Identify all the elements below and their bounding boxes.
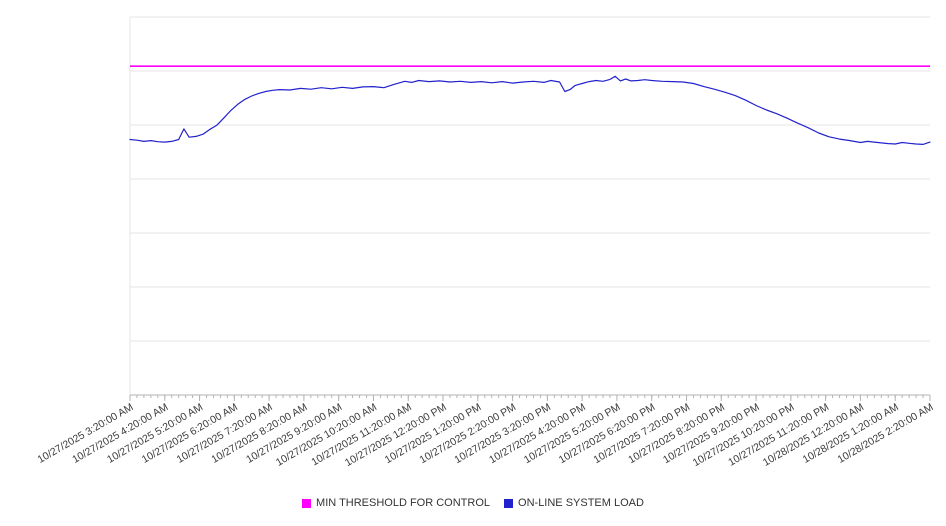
chart-legend: MIN THRESHOLD FOR CONTROL ON-LINE SYSTEM… (0, 497, 946, 509)
system-load-chart: 10/27/2025 3:20:00 AM 10/27/2025 4:20:00 … (35, 16, 936, 469)
min-threshold-swatch-icon (302, 498, 312, 508)
legend-label-min-threshold: MIN THRESHOLD FOR CONTROL (316, 497, 491, 509)
legend-item-min-threshold[interactable]: MIN THRESHOLD FOR CONTROL (302, 497, 490, 509)
legend-item-online-system-load[interactable]: ON-LINE SYSTEM LOAD (504, 497, 644, 509)
legend-label-online-system-load: ON-LINE SYSTEM LOAD (518, 497, 644, 509)
online-system-load-swatch-icon (504, 498, 514, 508)
